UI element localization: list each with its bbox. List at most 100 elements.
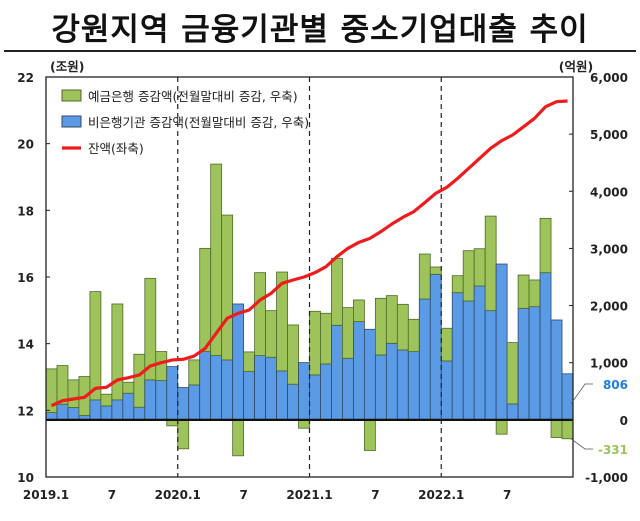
nonbank-bar [89, 399, 102, 421]
nonbank-bar [429, 273, 442, 421]
bank-bar [320, 312, 332, 365]
nonbank-bar [155, 380, 168, 421]
bank-bar [451, 275, 464, 294]
nonbank-bar [67, 407, 80, 421]
bank-bar [45, 368, 58, 413]
bank-bar [177, 419, 190, 450]
legend-swatch-bank [61, 89, 82, 102]
right-tick-label: 4,000 [590, 185, 628, 199]
nonbank-bar [122, 392, 135, 421]
nonbank-bar [363, 328, 376, 421]
bank-bar [331, 257, 343, 326]
annotation-leader [570, 438, 593, 450]
nonbank-bar [265, 356, 277, 421]
right-axis-unit: (억원) [559, 59, 593, 74]
nonbank-bar [144, 379, 157, 421]
nonbank-bar [133, 406, 146, 421]
bank-bar [100, 393, 113, 407]
bank-bar [67, 379, 80, 408]
nonbank-bar [451, 292, 464, 421]
nonbank-bar [243, 371, 256, 421]
nonbank-bar [440, 360, 453, 421]
bank-bar [221, 214, 234, 361]
nonbank-bar [495, 263, 508, 421]
nonbank-bar [210, 355, 223, 421]
bank-bar [363, 419, 376, 451]
bank-bar [276, 271, 288, 372]
right-tick-label: 6,000 [590, 71, 628, 85]
bank-bar [550, 419, 563, 438]
left-tick-label: 10 [17, 471, 34, 485]
nonbank-bar [484, 310, 497, 421]
nonbank-bar [254, 355, 266, 421]
bank-bar [111, 303, 124, 401]
right-tick-label: 3,000 [590, 242, 628, 256]
legend-swatch-nonbank [61, 115, 82, 128]
nonbank-bar [353, 321, 365, 421]
right-tick-label: 2,000 [590, 300, 628, 314]
bank-bar [528, 279, 541, 308]
bank-bar [265, 310, 277, 358]
bank-bar [232, 419, 245, 457]
nonbank-bar [407, 351, 420, 421]
bank-bar [440, 327, 453, 362]
x-tick-label: 2019.1 [23, 488, 69, 502]
nonbank-bar [539, 272, 552, 421]
bank-bar [122, 381, 135, 394]
bank-bar [506, 342, 519, 405]
bank-bar [144, 277, 157, 381]
chart-title: 강원지역 금융기관별 중소기업대출 추이 [51, 12, 589, 48]
bank-bar [495, 419, 508, 435]
bank-bar [243, 351, 256, 372]
left-axis-unit: (조원) [50, 59, 84, 74]
bank-bar [473, 248, 486, 287]
nonbank-bar [188, 384, 201, 421]
x-tick-label: 2020.1 [155, 488, 201, 502]
nonbank-bar [385, 342, 398, 421]
legend-label: 예금은행 증감액(전월말대비 증감, 우축) [88, 89, 298, 104]
x-tick-label: 2022.1 [418, 488, 464, 502]
legend-label: 비은행기관 증감액(전월말대비 증감, 우축) [88, 115, 309, 130]
nonbank-bar [100, 405, 113, 421]
x-tick-label: 7 [108, 488, 116, 502]
bank-bar [89, 291, 102, 401]
bank-bar [254, 272, 266, 356]
nonbank-bar [462, 300, 475, 421]
nonbank-bar [177, 387, 190, 421]
left-tick-label: 20 [17, 138, 34, 152]
nonbank-bar [396, 349, 409, 421]
bank-bar [539, 217, 552, 274]
right-tick-label: 0 [620, 414, 628, 428]
annotation-label: 806 [603, 378, 628, 392]
right-tick-label: -1,000 [585, 471, 628, 485]
bank-bar [287, 324, 299, 385]
annotation-label: -331 [598, 443, 628, 457]
nonbank-bar [56, 403, 69, 421]
bank-bar [199, 247, 212, 352]
nonbank-bar [374, 354, 387, 421]
bank-bar [353, 299, 365, 323]
bank-bar [396, 303, 409, 351]
bank-bar [309, 310, 321, 376]
bank-bar [342, 307, 354, 359]
nonbank-bar [506, 403, 519, 421]
nonbank-bar [199, 351, 212, 421]
x-tick-label: 2021.1 [286, 488, 332, 502]
nonbank-bar [550, 319, 563, 421]
x-tick-label: 7 [503, 488, 511, 502]
bank-bar [418, 253, 431, 300]
left-tick-label: 16 [17, 271, 34, 285]
nonbank-bar [166, 366, 179, 421]
left-tick-label: 12 [17, 404, 34, 418]
bank-bar [517, 274, 530, 309]
left-tick-label: 14 [17, 338, 34, 352]
right-tick-label: 1,000 [590, 357, 628, 371]
nonbank-bar [418, 298, 431, 421]
right-tick-label: 5,000 [590, 128, 628, 142]
nonbank-bar [309, 374, 321, 421]
nonbank-bar [221, 359, 234, 421]
bank-bar [188, 359, 201, 386]
nonbank-bar [298, 362, 310, 421]
nonbank-bar [473, 285, 486, 421]
